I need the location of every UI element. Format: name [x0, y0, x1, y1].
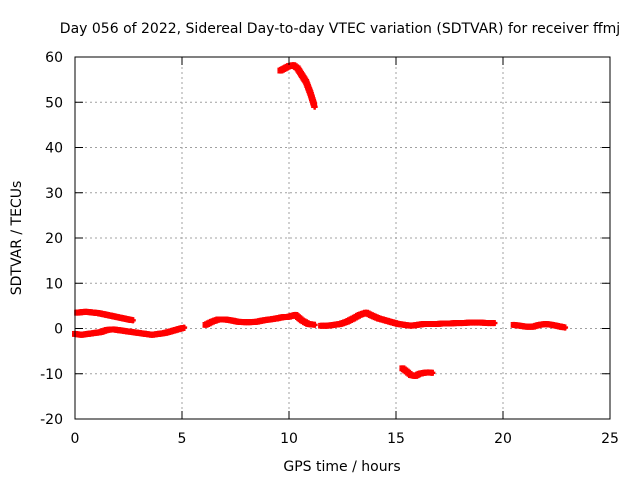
- y-tick-label: -10: [40, 367, 63, 383]
- x-tick-label: 5: [178, 431, 187, 447]
- data-point: [129, 317, 136, 324]
- axis-ticks: 0 5 10 15 20 25 -20 -10 0 10 20 30 40 50 60: [40, 50, 619, 447]
- series-2: [72, 324, 188, 338]
- data-point: [429, 369, 436, 376]
- x-axis-label: GPS time / hours: [283, 459, 400, 475]
- x-tick-label: 0: [71, 431, 80, 447]
- data-points: [72, 62, 569, 380]
- x-tick-label: 10: [280, 431, 298, 447]
- y-tick-label: 0: [54, 322, 63, 338]
- y-axis-label: SDTVAR / TECUs: [9, 181, 25, 296]
- series-5: [318, 309, 498, 329]
- y-tick-label: 20: [45, 231, 63, 247]
- chart-title: Day 056 of 2022, Sidereal Day-to-day VTE…: [60, 21, 620, 37]
- y-tick-label: 10: [45, 276, 63, 292]
- data-point: [562, 324, 569, 331]
- data-point: [181, 324, 188, 331]
- y-tick-label: -20: [40, 412, 63, 428]
- y-tick-label: 40: [45, 141, 63, 157]
- y-tick-label: 50: [45, 95, 63, 111]
- y-tick-label: 30: [45, 186, 63, 202]
- data-point: [311, 321, 318, 328]
- data-point: [311, 103, 318, 110]
- y-tick-label: 60: [45, 50, 63, 66]
- x-tick-label: 15: [387, 431, 405, 447]
- x-tick-label: 25: [601, 431, 619, 447]
- data-point: [491, 320, 498, 327]
- series-6: [399, 365, 436, 380]
- series-1: [74, 308, 136, 324]
- series-7: [510, 320, 569, 331]
- series-3: [202, 311, 318, 328]
- x-tick-label: 20: [494, 431, 512, 447]
- series-4: [277, 62, 318, 110]
